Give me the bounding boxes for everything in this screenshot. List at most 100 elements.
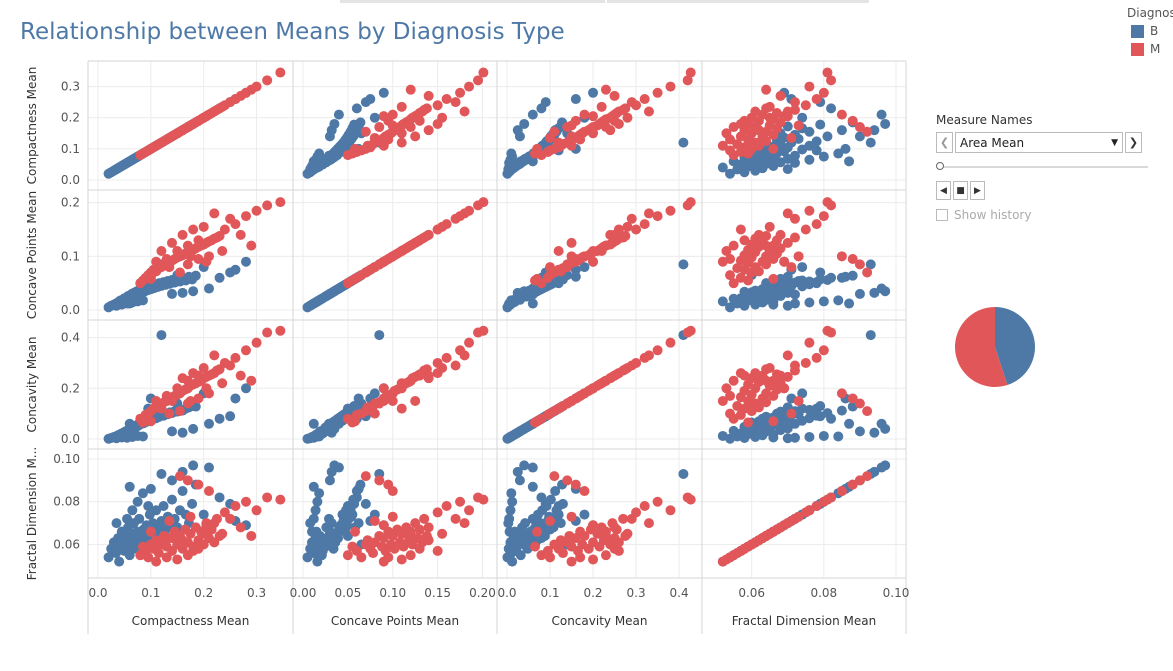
filter-label: Measure Names [936, 113, 1033, 127]
data-point-m [246, 375, 257, 386]
data-point-b [880, 118, 891, 129]
data-point-m [682, 75, 693, 86]
data-point-m [185, 120, 196, 131]
data-point-b [305, 518, 316, 529]
data-point-b [826, 413, 837, 424]
data-point-m [423, 522, 434, 533]
data-point-m [262, 327, 273, 338]
data-point-m [764, 221, 775, 232]
data-point-m [854, 398, 865, 409]
data-point-m [235, 370, 246, 381]
data-point-m [235, 229, 246, 240]
data-point-m [811, 94, 822, 105]
data-point-b [111, 518, 122, 529]
slider-thumb[interactable] [936, 162, 944, 170]
data-point-m [383, 479, 394, 490]
data-point-b [132, 496, 143, 507]
data-point-b [505, 505, 516, 516]
data-point-m [275, 197, 286, 208]
data-point-b [789, 289, 800, 300]
x-tick-label: 0.06 [738, 586, 765, 600]
data-point-b [844, 418, 855, 429]
data-point-m [156, 403, 167, 414]
stop-button[interactable]: ■ [953, 181, 968, 200]
data-point-b [230, 264, 241, 275]
measure-slider[interactable] [936, 162, 1148, 172]
y-tick-label: 0.2 [61, 111, 80, 125]
data-point-m [764, 363, 775, 374]
data-point-m [145, 143, 156, 154]
data-point-b [527, 109, 538, 120]
data-point-m [143, 552, 154, 563]
data-point-b [143, 501, 154, 512]
data-point-m [414, 524, 425, 535]
play-backward-button[interactable]: ◀ [936, 181, 951, 200]
data-point-b [811, 278, 822, 289]
data-point-m [566, 237, 577, 248]
x-tick-label: 0.2 [194, 586, 213, 600]
data-point-m [579, 486, 590, 497]
data-point-m [768, 143, 779, 154]
data-point-m [643, 350, 654, 361]
data-point-b [865, 330, 876, 341]
data-point-m [588, 554, 599, 565]
data-point-b [347, 509, 358, 520]
data-point-m [423, 125, 434, 136]
legend-item-m[interactable]: M [1127, 42, 1173, 56]
data-point-m [185, 251, 196, 262]
show-history-toggle[interactable]: Show history [936, 208, 1148, 222]
data-point-m [609, 522, 620, 533]
data-point-m [225, 513, 236, 524]
y-tick-label: 0.2 [61, 381, 80, 395]
data-point-b [717, 296, 728, 307]
data-point-m [251, 337, 262, 348]
data-point-m [728, 375, 739, 386]
data-point-b [876, 418, 887, 429]
show-history-checkbox[interactable] [936, 209, 948, 221]
pie-slice-m[interactable] [955, 307, 1008, 387]
measure-select[interactable]: Area Mean ▼ [955, 132, 1123, 153]
data-point-m [172, 245, 183, 256]
data-point-m [246, 240, 257, 251]
pie-slice-b[interactable] [995, 307, 1035, 386]
data-point-m [618, 513, 629, 524]
y-tick-label: 0.08 [53, 495, 80, 509]
data-point-b [353, 518, 364, 529]
data-point-m [620, 230, 631, 241]
data-point-b [111, 164, 122, 175]
data-point-m [396, 137, 407, 148]
data-point-m [145, 273, 156, 284]
data-point-b [316, 550, 327, 561]
data-point-b [324, 513, 335, 524]
data-point-m [620, 103, 631, 114]
data-point-b [540, 498, 551, 509]
data-point-m [235, 90, 246, 101]
data-point-b [167, 475, 177, 486]
scatter-matrix: 0.0 0.1 0.2 0.3 Compactness Mean 0.0 0.1 0.2 Con… [25, 60, 909, 634]
next-value-button[interactable]: ❯ [1125, 132, 1142, 153]
data-point-m [405, 375, 416, 386]
data-point-m [153, 548, 164, 559]
legend-swatch-b [1131, 24, 1144, 38]
data-point-m [545, 262, 556, 273]
data-point-m [639, 94, 650, 105]
data-point-b [527, 462, 538, 473]
data-point-m [652, 345, 663, 356]
data-point-b [198, 509, 209, 520]
data-point-m [782, 208, 793, 219]
data-point-b [137, 431, 148, 442]
data-point-m [847, 254, 858, 265]
data-point-m [241, 496, 251, 507]
data-point-b [865, 259, 876, 270]
data-point-m [685, 197, 696, 208]
data-point-m [164, 262, 175, 273]
data-point-m [405, 240, 416, 251]
data-point-m [246, 530, 257, 541]
play-forward-button[interactable]: ▶ [970, 181, 985, 200]
previous-value-button[interactable]: ❮ [936, 132, 953, 153]
data-point-m [459, 106, 470, 117]
data-point-m [193, 115, 204, 126]
legend-item-b[interactable]: B [1127, 24, 1173, 38]
data-point-m [209, 208, 220, 219]
data-point-m [613, 545, 624, 556]
